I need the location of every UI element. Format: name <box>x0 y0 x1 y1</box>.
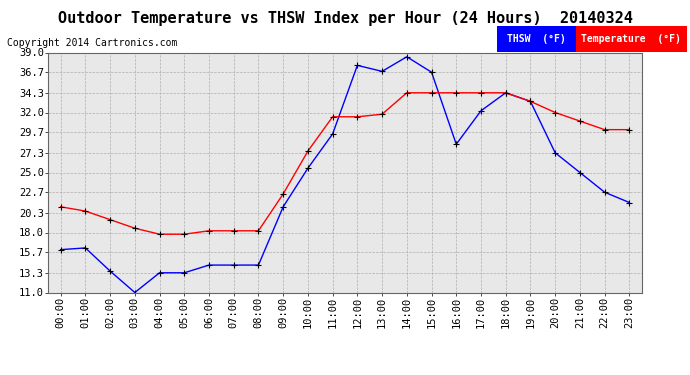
Text: THSW  (°F): THSW (°F) <box>507 34 566 44</box>
Text: Outdoor Temperature vs THSW Index per Hour (24 Hours)  20140324: Outdoor Temperature vs THSW Index per Ho… <box>57 11 633 26</box>
Text: Copyright 2014 Cartronics.com: Copyright 2014 Cartronics.com <box>7 38 177 48</box>
Text: Temperature  (°F): Temperature (°F) <box>582 34 681 44</box>
